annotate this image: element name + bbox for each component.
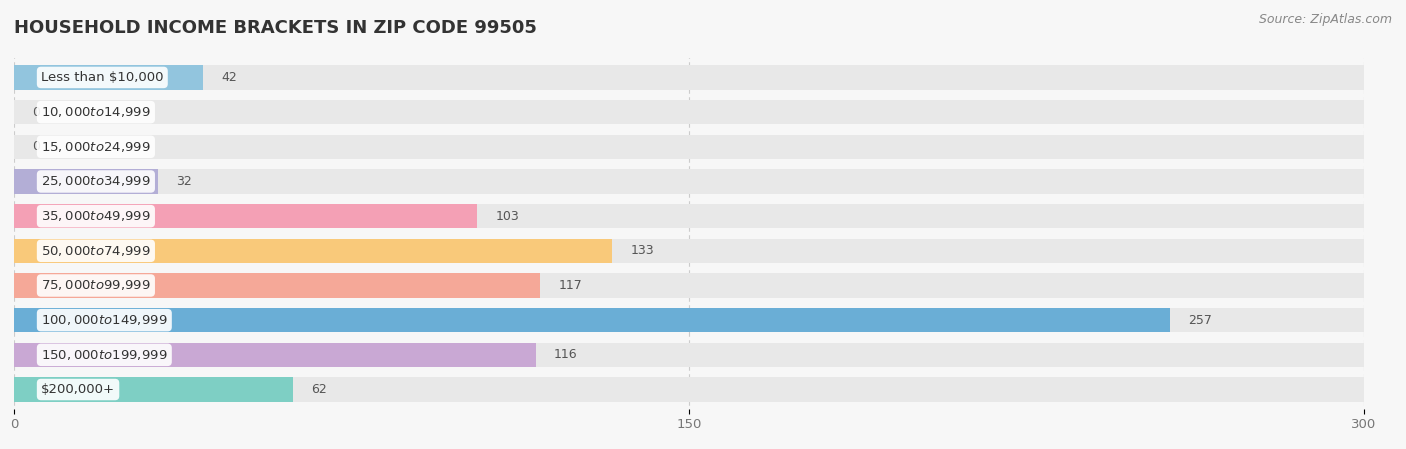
Text: $35,000 to $49,999: $35,000 to $49,999 [41, 209, 150, 223]
Bar [14, 308, 1170, 332]
Text: $25,000 to $34,999: $25,000 to $34,999 [41, 175, 150, 189]
Bar [14, 65, 1364, 90]
Text: 117: 117 [558, 279, 582, 292]
Bar [14, 273, 1364, 298]
Text: $200,000+: $200,000+ [41, 383, 115, 396]
Text: Less than $10,000: Less than $10,000 [41, 71, 163, 84]
Text: Source: ZipAtlas.com: Source: ZipAtlas.com [1258, 13, 1392, 26]
Text: $150,000 to $199,999: $150,000 to $199,999 [41, 348, 167, 362]
Text: HOUSEHOLD INCOME BRACKETS IN ZIP CODE 99505: HOUSEHOLD INCOME BRACKETS IN ZIP CODE 99… [14, 19, 537, 37]
Bar [14, 343, 1364, 367]
Bar [14, 100, 1364, 124]
Bar [14, 308, 1364, 332]
Text: 103: 103 [495, 210, 519, 223]
Text: 257: 257 [1188, 314, 1212, 327]
Bar [14, 169, 1364, 194]
Bar [14, 377, 1364, 402]
Bar [14, 65, 202, 90]
Bar [14, 204, 478, 228]
Text: $15,000 to $24,999: $15,000 to $24,999 [41, 140, 150, 154]
Text: 0: 0 [32, 106, 39, 119]
Bar [14, 239, 613, 263]
Text: $10,000 to $14,999: $10,000 to $14,999 [41, 105, 150, 119]
Bar [14, 239, 1364, 263]
Bar [14, 169, 157, 194]
Text: $75,000 to $99,999: $75,000 to $99,999 [41, 278, 150, 292]
Bar [14, 343, 536, 367]
Bar [14, 273, 540, 298]
Text: 62: 62 [311, 383, 326, 396]
Text: 0: 0 [32, 140, 39, 153]
Text: 116: 116 [554, 348, 578, 361]
Bar [14, 135, 1364, 159]
Text: 32: 32 [176, 175, 191, 188]
Bar [14, 377, 292, 402]
Text: $50,000 to $74,999: $50,000 to $74,999 [41, 244, 150, 258]
Text: 133: 133 [630, 244, 654, 257]
Text: 42: 42 [221, 71, 236, 84]
Bar [14, 204, 1364, 228]
Text: $100,000 to $149,999: $100,000 to $149,999 [41, 313, 167, 327]
